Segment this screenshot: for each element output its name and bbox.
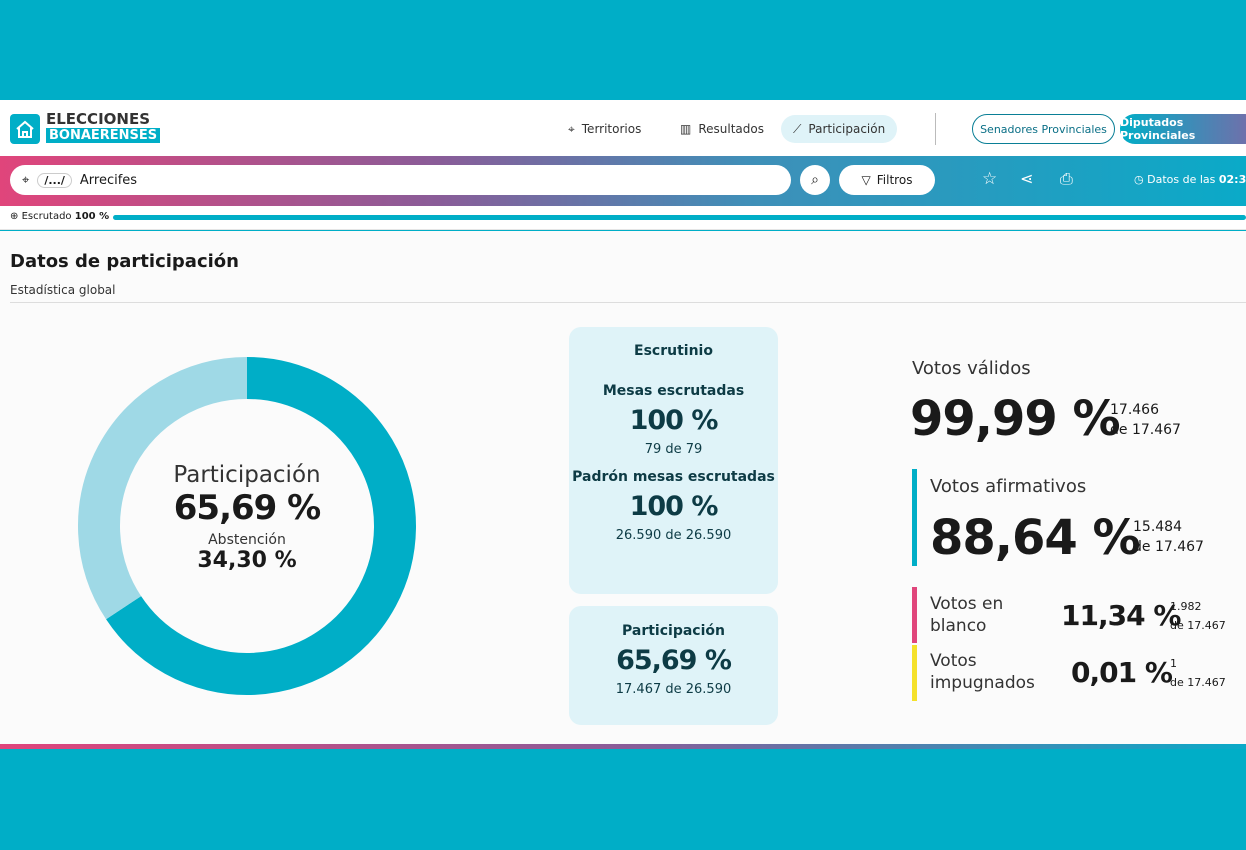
search-button[interactable]: ⌕ bbox=[800, 165, 830, 195]
nav-label: Resultados bbox=[698, 122, 764, 136]
total: de 17.467 bbox=[1133, 539, 1204, 555]
donut-segment bbox=[106, 357, 416, 695]
vote-label: Votos impugnados bbox=[930, 651, 1035, 693]
header: ELECCIONES BONAERENSES ⌖ Territorios ▥ Res… bbox=[0, 100, 1246, 156]
vote-label: Votos válidos bbox=[912, 358, 1031, 379]
update-time: ◷ Datos de las 02:35 bbox=[1134, 173, 1246, 186]
print-icon[interactable]: ⎙ bbox=[1060, 169, 1073, 188]
vote-label: Votos en blanco bbox=[930, 594, 1004, 636]
vote-count: 1 de 17.467 bbox=[1170, 654, 1226, 692]
card: Escrutinio Mesas escrutadas 100 % 79 de … bbox=[569, 327, 778, 594]
card-item-detail: 79 de 79 bbox=[644, 442, 703, 457]
tab-button[interactable]: Senadores Provinciales bbox=[972, 114, 1115, 144]
bottom-line bbox=[0, 744, 1246, 749]
nav-item[interactable]: ⌖ Territorios bbox=[568, 121, 642, 137]
total: de 17.467 bbox=[1170, 676, 1226, 689]
count: 15.484 bbox=[1133, 519, 1182, 535]
donut-chart bbox=[78, 357, 416, 695]
progress-label: Escrutado bbox=[21, 211, 72, 222]
logo-line1: ELECCIONES bbox=[46, 110, 151, 128]
color-bar bbox=[912, 469, 917, 566]
card-item-detail: 26.590 de 26.590 bbox=[615, 528, 732, 543]
update-time-value: 02:35 bbox=[1218, 173, 1246, 186]
vote-value: 0,01 % bbox=[1071, 656, 1173, 689]
donut-center: Participación 65,69 % Abstención 34,30 % bbox=[97, 462, 397, 573]
card-item-label: Padrón mesas escrutadas bbox=[572, 469, 775, 485]
logo-icon[interactable] bbox=[10, 114, 40, 144]
card-title: Participación bbox=[622, 623, 725, 639]
nav-item[interactable]: ⟋ Participación bbox=[781, 115, 898, 143]
count: 17.466 bbox=[1110, 402, 1159, 418]
section-subtitle: Estadística global bbox=[10, 283, 116, 297]
vote-value: 11,34 % bbox=[1061, 599, 1181, 632]
progress-bar bbox=[113, 215, 1246, 220]
donut-label2: Abstención bbox=[208, 532, 286, 548]
vote-count: 1.982 de 17.467 bbox=[1170, 597, 1226, 635]
vote-count: 15.484 de 17.467 bbox=[1133, 517, 1204, 557]
favorite-icon[interactable]: ☆ bbox=[982, 169, 998, 189]
nav-label: Participación bbox=[808, 122, 886, 136]
card-detail: 17.467 de 26.590 bbox=[615, 682, 732, 697]
tab-button[interactable]: Diputados Provinciales bbox=[1120, 114, 1246, 144]
nav-item[interactable]: ▥ Resultados bbox=[680, 122, 764, 136]
breadcrumb[interactable]: /.../ bbox=[37, 172, 72, 188]
search-input[interactable]: ⌖ /.../ Arrecifes bbox=[10, 165, 791, 195]
card-title: Escrutinio bbox=[634, 343, 713, 359]
home-icon bbox=[16, 120, 34, 138]
progress-value: 100 % bbox=[74, 211, 110, 222]
card-item-value: 100 % bbox=[629, 405, 719, 436]
card-item-value: 100 % bbox=[629, 491, 719, 522]
update-prefix: Datos de las bbox=[1147, 173, 1216, 186]
card: Participación 65,69 % 17.467 de 26.590 bbox=[569, 606, 778, 725]
filter-label: Filtros bbox=[876, 173, 913, 187]
content: Datos de participación Estadística globa… bbox=[0, 231, 1246, 745]
count: 1 bbox=[1170, 657, 1177, 670]
color-bar bbox=[912, 645, 917, 701]
logo-line2: BONAERENSES bbox=[46, 128, 161, 143]
donut-label: Participación bbox=[173, 462, 321, 488]
count: 1.982 bbox=[1170, 600, 1202, 613]
vote-value: 88,64 % bbox=[930, 510, 1141, 566]
progress: ⊕ Escrutado 100 % bbox=[0, 206, 1246, 230]
vote-count: 17.466 de 17.467 bbox=[1110, 400, 1181, 440]
divider bbox=[935, 113, 936, 145]
nav-label: Territorios bbox=[581, 122, 642, 136]
section-title: Datos de participación bbox=[10, 251, 239, 272]
card-item-label: Mesas escrutadas bbox=[602, 383, 745, 399]
donut-segment bbox=[78, 357, 248, 620]
vote-label: Votos afirmativos bbox=[930, 476, 1087, 497]
total: de 17.467 bbox=[1170, 619, 1226, 632]
search-bar: ⌖ /.../ Arrecifes ⌕ ▽ Filtros ☆ ⋖ ⎙ ◷ Dat… bbox=[0, 156, 1246, 206]
progress-text: ⊕ Escrutado 100 % bbox=[10, 211, 110, 222]
location: Arrecifes bbox=[79, 172, 138, 188]
total: de 17.467 bbox=[1110, 422, 1181, 438]
donut-value: 65,69 % bbox=[173, 488, 321, 528]
card-value: 65,69 % bbox=[616, 645, 732, 676]
share-icon[interactable]: ⋖ bbox=[1020, 169, 1034, 188]
color-bar bbox=[912, 587, 917, 643]
vote-value: 99,99 % bbox=[910, 391, 1121, 447]
separator bbox=[10, 302, 1246, 303]
donut-value2: 34,30 % bbox=[197, 548, 297, 573]
filter-button[interactable]: ▽ Filtros bbox=[839, 165, 935, 195]
